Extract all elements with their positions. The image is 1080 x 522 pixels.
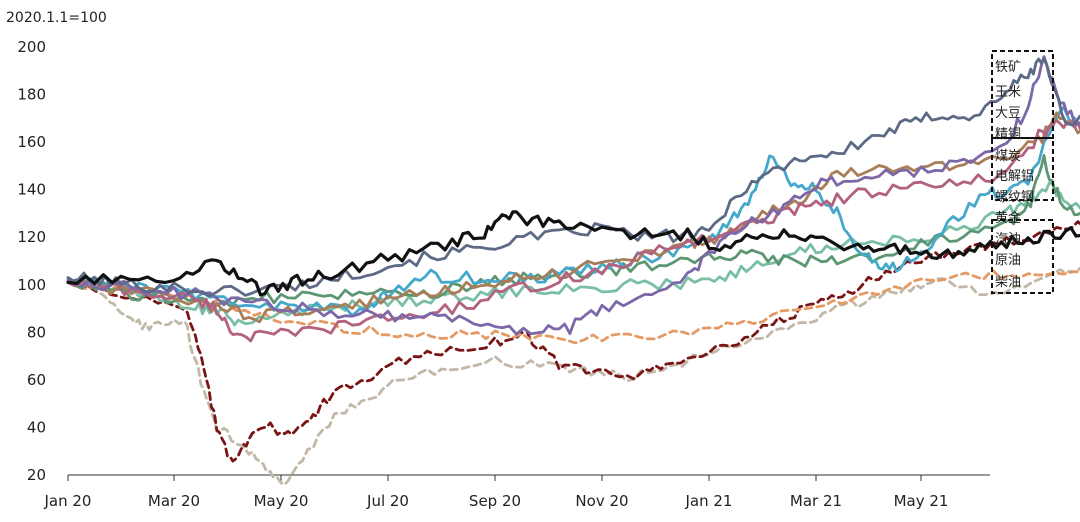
y-tick-label: 140 — [17, 181, 46, 199]
y-axis: 20 40 60 80 100 120 140 160 180 200 — [17, 38, 46, 484]
legend-item: 原油 — [995, 253, 1021, 268]
y-tick-label: 80 — [27, 323, 46, 341]
series-line — [66, 118, 1080, 343]
legend-item: 大豆 — [995, 106, 1021, 121]
x-tick-label: May 20 — [254, 492, 309, 510]
series-line — [66, 111, 1080, 324]
unit-label: 2020.1.1=100 — [6, 10, 107, 26]
series-line — [66, 181, 1080, 327]
x-tick-label: Nov 20 — [575, 492, 628, 510]
legend-group-box — [991, 137, 1054, 201]
x-tick-label: Sep 20 — [469, 492, 521, 510]
y-tick-label: 160 — [17, 133, 46, 151]
x-tick-label: Mar 21 — [790, 492, 842, 510]
x-tick-label: May 21 — [894, 492, 949, 510]
legend-item: 精铜 — [995, 127, 1021, 142]
series-line — [66, 210, 1080, 297]
legend-item: 螺纹钢 — [995, 190, 1034, 205]
legend-item: 电解铝 — [995, 169, 1034, 184]
y-tick-label: 120 — [17, 228, 46, 246]
series-line — [66, 154, 1080, 308]
legend-group-box — [991, 50, 1054, 139]
legend-item: 煤炭 — [995, 149, 1021, 164]
x-tick-label: Jan 21 — [685, 492, 733, 510]
x-tick-label: Jul 20 — [366, 492, 409, 510]
series-line — [66, 55, 1080, 336]
legend-group-box — [991, 219, 1054, 294]
series-line — [66, 266, 1080, 486]
legend-item: 柴油 — [995, 275, 1021, 290]
legend-item: 玉米 — [995, 85, 1021, 100]
y-tick-label: 200 — [17, 38, 46, 56]
y-tick-label: 100 — [17, 276, 46, 294]
series-line — [66, 268, 1080, 345]
legend-item: 汽油 — [995, 232, 1021, 247]
series-layer — [66, 55, 1080, 486]
y-tick-label: 60 — [27, 371, 46, 389]
x-tick-label: Jan 20 — [44, 492, 92, 510]
y-tick-label: 180 — [17, 86, 46, 104]
y-tick-label: 40 — [27, 418, 46, 436]
x-axis: Jan 20 Mar 20 May 20 Jul 20 Sep 20 Nov 20 Jan … — [44, 475, 949, 510]
y-tick-label: 20 — [27, 466, 46, 484]
legend-item: 铁矿 — [995, 60, 1021, 75]
legend-item: 黄金 — [995, 210, 1021, 226]
x-tick-label: Mar 20 — [148, 492, 200, 510]
